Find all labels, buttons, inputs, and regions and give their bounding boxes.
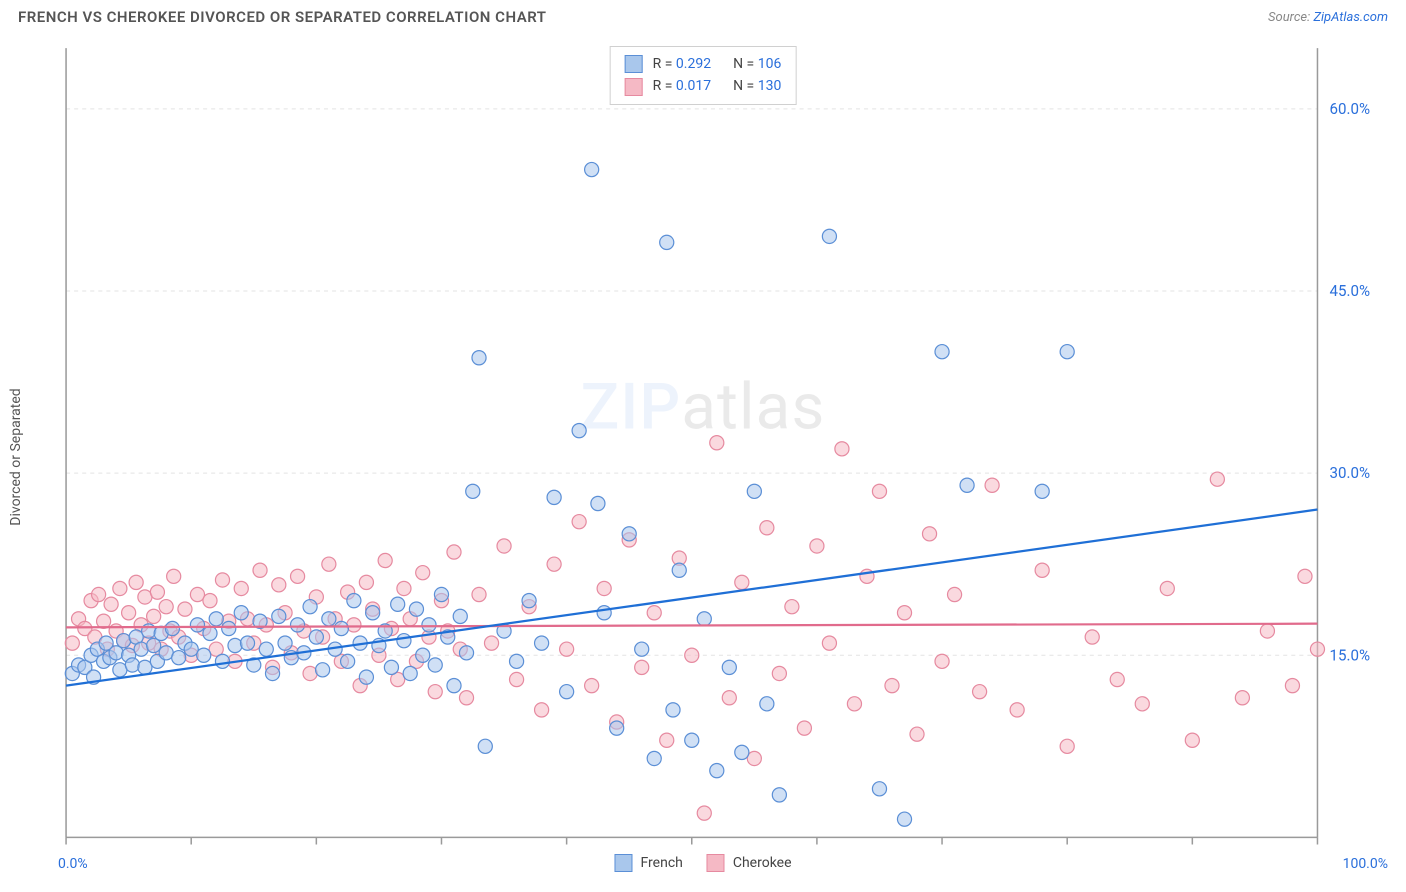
legend-swatch-french xyxy=(625,55,643,73)
chart-title: FRENCH VS CHEROKEE DIVORCED OR SEPARATED… xyxy=(18,8,546,26)
correlation-legend: R = 0.292 N = 106 R = 0.017 N = 130 xyxy=(610,46,797,105)
svg-text:45.0%: 45.0% xyxy=(1330,282,1371,300)
legend-item-cherokee: Cherokee xyxy=(707,854,792,872)
legend-row-cherokee: R = 0.017 N = 130 xyxy=(625,75,782,97)
source-label: Source: ZipAtlas.com xyxy=(1268,10,1388,25)
legend-swatch-french xyxy=(614,854,632,872)
legend-swatch-cherokee xyxy=(707,854,725,872)
source-link[interactable]: ZipAtlas.com xyxy=(1313,10,1388,25)
svg-text:60.0%: 60.0% xyxy=(1330,100,1371,118)
svg-text:15.0%: 15.0% xyxy=(1330,646,1371,664)
y-axis-label: Divorced or Separated xyxy=(8,388,24,525)
legend-label: Cherokee xyxy=(733,855,792,871)
legend-item-french: French xyxy=(614,854,682,872)
series-legend: French Cherokee xyxy=(614,854,791,872)
legend-label: French xyxy=(640,855,682,871)
legend-swatch-cherokee xyxy=(625,78,643,96)
svg-text:30.0%: 30.0% xyxy=(1330,464,1371,482)
scatter-plot: 15.0% 30.0% 45.0% 60.0% xyxy=(58,40,1388,874)
chart-area: Divorced or Separated 15.0%30.0%45.0%60.… xyxy=(18,40,1388,874)
legend-row-french: R = 0.292 N = 106 xyxy=(625,53,782,75)
legend-r-label: R = 0.017 xyxy=(653,75,711,97)
legend-r-label: R = 0.292 xyxy=(653,53,711,75)
legend-n-label: N = 130 xyxy=(733,75,781,97)
source-prefix: Source: xyxy=(1268,10,1313,25)
legend-n-label: N = 106 xyxy=(733,53,781,75)
